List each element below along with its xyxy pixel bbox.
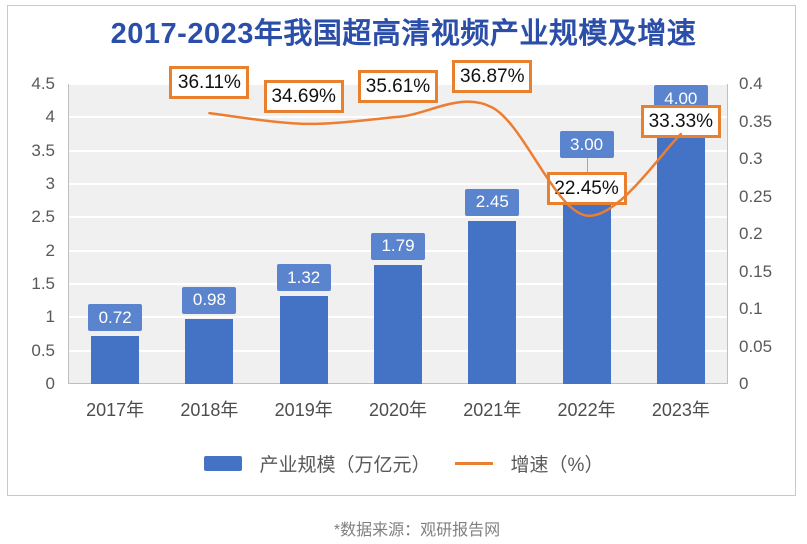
y-axis-tick-left: 2 [45,240,55,260]
y-axis-tick-left: 3 [45,174,55,193]
bar-value-chip: 0.98 [182,286,237,314]
y-axis-tick-right: 0.4 [739,74,763,93]
y-axis-tick-right: 0.2 [739,224,763,243]
y-axis-tick-left: 4.5 [31,74,55,93]
growth-callout: 35.61% [358,70,438,103]
y-axis-tick-right: 0.3 [739,149,763,168]
bar [91,336,140,384]
legend: 产业规模（万亿元） 增速（%） [0,450,807,477]
bar [279,296,328,384]
legend-bar-label: 产业规模（万亿元） [259,455,431,476]
x-axis-label: 2018年 [180,400,239,420]
bar-value-chip: 3.00 [559,131,614,158]
bar-value-chip: 2.45 [465,188,520,216]
legend-line-label: 增速（%） [510,455,604,476]
x-axis-label: 2021年 [463,400,522,420]
growth-callout: 36.87% [452,60,533,93]
grid-line [69,149,727,152]
y-axis-tick-left: 0 [45,374,55,393]
legend-bar-swatch [203,456,242,471]
y-axis-tick-right: 0.1 [739,299,763,318]
source-note: *数据来源：观研报告网 [333,522,501,539]
y-axis-tick-right: 0.05 [739,336,773,356]
bar [468,220,517,384]
y-axis-tick-left: 0.5 [31,340,55,360]
growth-callout: 33.33% [640,105,721,138]
y-axis-tick-left: 3.5 [31,140,55,160]
x-axis-label: 2023年 [651,400,710,420]
y-axis-tick-left: 1.5 [31,274,55,293]
growth-callout: 34.69% [263,80,344,113]
grid-line [69,216,727,219]
y-axis-tick-left: 1 [45,307,55,327]
y-axis-tick-left: 4 [45,107,55,127]
bar [374,264,422,384]
legend-line-swatch [454,462,493,465]
bar-value-chip: 1.32 [276,264,331,291]
y-axis-tick-left: 2.5 [31,207,55,227]
bar-value-chip: 0.72 [88,304,143,331]
chart-title: 2017-2023年我国超高清视频产业规模及增速 [110,18,697,50]
x-axis-label: 2019年 [274,400,333,420]
x-axis-label: 2017年 [86,400,145,420]
x-axis-label: 2022年 [557,400,616,420]
chart-frame-border [7,5,796,496]
y-axis-tick-right: 0.15 [739,261,773,281]
grid-line [69,183,727,185]
bar [656,117,705,384]
bar-value-chip: 1.79 [371,232,425,260]
growth-callout: 22.45% [546,172,627,205]
grid-line [69,116,727,119]
bar [185,318,234,384]
x-axis-label: 2020年 [368,400,428,420]
bar [562,184,611,384]
y-axis-tick-right: 0 [739,374,749,393]
y-axis-tick-right: 0.25 [739,186,773,206]
y-axis-tick-right: 0.35 [739,111,773,131]
growth-callout: 36.11% [169,66,250,99]
